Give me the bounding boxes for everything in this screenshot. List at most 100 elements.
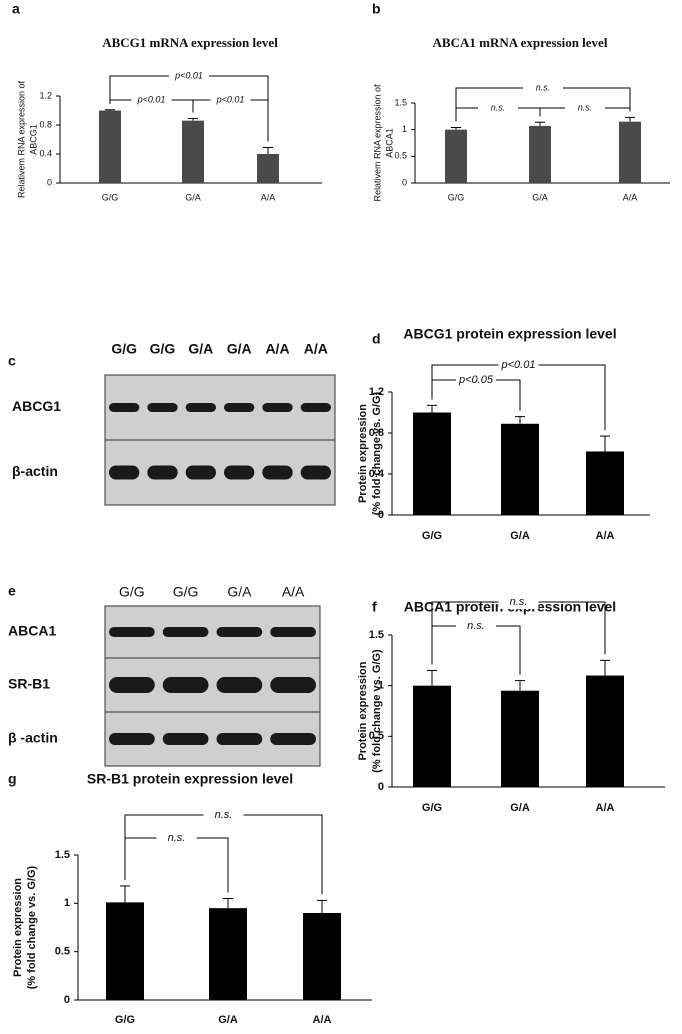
y-axis-label: ABCA1 xyxy=(384,128,394,158)
band xyxy=(109,403,140,412)
lane-label: G/G xyxy=(150,341,176,357)
bracket-label: n.s. xyxy=(491,102,506,112)
panel-letter: e xyxy=(8,583,16,599)
band xyxy=(262,465,293,480)
band xyxy=(270,627,316,637)
x-tick-label: G/G xyxy=(115,1014,135,1026)
lane-label: G/A xyxy=(227,584,252,600)
y-axis-label: (% fold change vs. G/G) xyxy=(26,865,38,989)
band xyxy=(300,403,331,412)
x-tick-label: G/A xyxy=(532,192,548,202)
band xyxy=(185,465,216,480)
row-label: ABCA1 xyxy=(8,623,56,639)
panel-letter: c xyxy=(8,353,16,369)
band xyxy=(162,733,209,745)
band xyxy=(270,677,316,693)
band xyxy=(216,733,263,745)
bar xyxy=(445,129,467,183)
panel-letter: b xyxy=(372,1,381,17)
bracket-label: p<0.01 xyxy=(137,94,166,104)
bracket-label-bg xyxy=(456,373,496,387)
band xyxy=(270,733,316,745)
y-tick-label: 1.5 xyxy=(369,629,384,641)
y-axis-label: ABCG1 xyxy=(28,124,38,155)
y-tick-label: 1 xyxy=(378,680,384,692)
blot-panel xyxy=(104,439,336,506)
y-tick-label: 0.5 xyxy=(369,730,384,742)
band xyxy=(185,403,216,412)
bracket xyxy=(124,837,229,893)
bar xyxy=(413,685,451,787)
x-tick-label: A/A xyxy=(596,802,615,814)
row-label: SR-B1 xyxy=(8,676,50,692)
y-tick-label: 0.4 xyxy=(369,468,385,480)
band xyxy=(216,627,263,637)
bracket-label: p<0.05 xyxy=(458,374,494,386)
row-label: β -actin xyxy=(8,730,58,746)
lane-label: G/G xyxy=(119,584,145,600)
bracket-label: p<0.01 xyxy=(216,94,245,104)
bar xyxy=(586,451,624,515)
panel-letter: f xyxy=(372,599,377,615)
panel-letter: a xyxy=(12,1,20,17)
lane-label: A/A xyxy=(265,341,289,357)
bracket-label-bg xyxy=(131,93,172,107)
lane-label: G/A xyxy=(227,341,252,357)
lane-label: G/G xyxy=(111,341,137,357)
band xyxy=(147,465,178,480)
y-tick-label: 0.4 xyxy=(39,148,52,158)
bracket-label: n.s. xyxy=(578,102,593,112)
bar xyxy=(413,412,451,515)
bar xyxy=(529,125,551,183)
bar xyxy=(99,110,121,183)
lane-label: G/G xyxy=(173,584,199,600)
band xyxy=(147,403,178,412)
bar xyxy=(257,154,279,183)
bracket-label-bg xyxy=(156,831,197,845)
bracket-label: n.s. xyxy=(510,596,528,608)
band xyxy=(162,627,209,637)
y-tick-label: 0.8 xyxy=(369,427,384,439)
x-tick-label: G/G xyxy=(448,192,465,202)
panel-letter: d xyxy=(372,331,381,347)
chart-title: ABCA1 mRNA expression level xyxy=(433,35,608,50)
bracket-label-bg xyxy=(456,619,496,633)
bar xyxy=(501,690,539,787)
y-tick-label: 1.5 xyxy=(55,849,70,861)
bracket-label-bg xyxy=(210,93,251,107)
bar xyxy=(303,913,341,1000)
y-tick-label: 1 xyxy=(64,897,70,909)
bar xyxy=(586,675,624,787)
bar xyxy=(619,121,641,183)
band xyxy=(262,403,293,412)
y-axis-label: (% fold change vs. G/G) xyxy=(371,391,383,515)
bracket-label: p<0.01 xyxy=(174,70,203,80)
lane-label: A/A xyxy=(282,584,305,600)
x-tick-label: G/A xyxy=(510,802,530,814)
chart-title: SR-B1 protein expression level xyxy=(87,771,293,787)
x-tick-label: A/A xyxy=(623,192,638,202)
x-tick-label: G/G xyxy=(422,802,442,814)
y-tick-label: 0 xyxy=(64,994,70,1006)
bracket-label: n.s. xyxy=(467,620,485,632)
chart-title: ABCG1 protein expression level xyxy=(403,326,616,342)
band xyxy=(109,733,155,745)
y-tick-label: 0 xyxy=(402,177,407,187)
x-tick-label: A/A xyxy=(313,1014,332,1026)
bracket-label: n.s. xyxy=(215,809,233,821)
lane-label: G/A xyxy=(188,341,213,357)
x-tick-label: G/G xyxy=(102,192,119,202)
x-tick-label: G/A xyxy=(510,530,530,542)
chart-title: ABCG1 mRNA expression level xyxy=(102,35,278,50)
bracket-label: p<0.01 xyxy=(501,359,536,371)
bracket-label-bg xyxy=(169,69,209,83)
y-tick-label: 1 xyxy=(402,124,407,134)
y-tick-label: 1.2 xyxy=(369,386,384,398)
row-label: ABCG1 xyxy=(12,398,61,414)
bracket-label-bg xyxy=(498,595,539,609)
y-tick-label: 0 xyxy=(378,781,384,793)
band xyxy=(224,465,255,480)
bracket-label-bg xyxy=(478,101,518,115)
bracket-label-bg xyxy=(498,358,539,372)
